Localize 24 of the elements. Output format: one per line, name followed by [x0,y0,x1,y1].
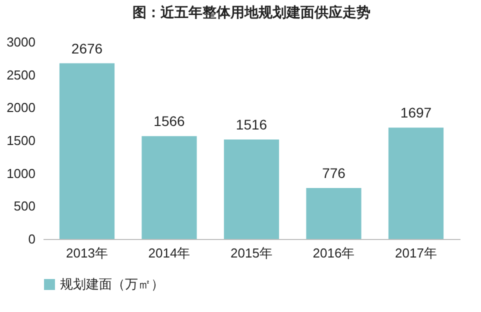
y-tick-label: 2500 [6,67,36,82]
y-tick-label: 1500 [6,133,36,148]
bar [224,139,280,239]
x-tick-label: 2015年 [230,246,272,260]
y-tick-label: 2000 [6,100,36,116]
y-tick-label: 0 [28,232,36,246]
bar [142,136,197,239]
x-tick-label: 2013年 [66,246,108,260]
data-label: 1697 [400,104,432,121]
x-tick-label: 2017年 [395,246,437,260]
bar [388,128,444,239]
data-label: 1566 [154,113,186,130]
data-label: 1516 [236,116,268,132]
y-tick-label: 3000 [6,34,36,50]
x-tick-label: 2014年 [148,246,190,260]
y-tick-label: 1000 [6,166,36,181]
data-label: 776 [322,165,346,182]
chart-title: 图：近五年整体用地规划建面供应走势 [132,4,370,20]
data-label: 2676 [71,40,103,56]
bar [59,63,115,239]
x-tick-label: 2016年 [312,246,355,260]
bar [306,188,362,239]
legend-label: 规划建面（万㎡） [60,276,164,292]
y-tick-label: 500 [14,198,36,214]
